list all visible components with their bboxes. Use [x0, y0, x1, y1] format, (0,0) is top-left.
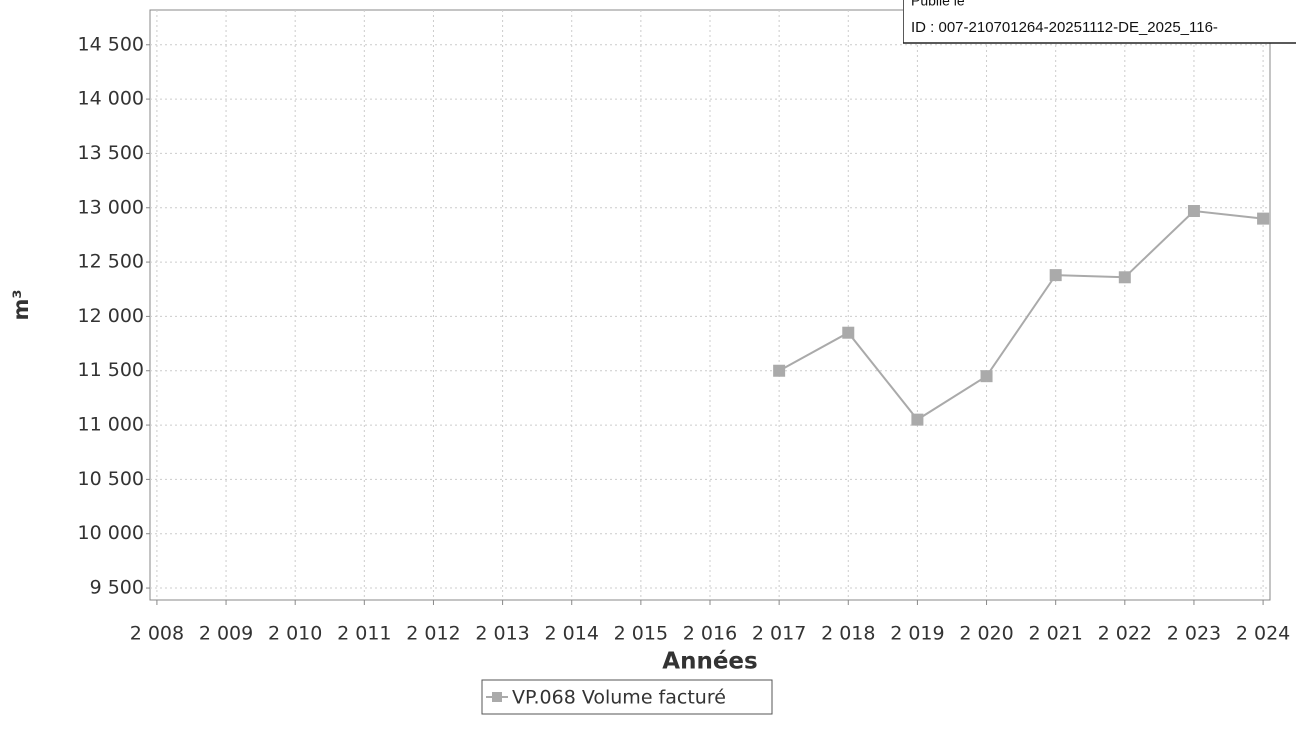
- series-line: [778, 209, 1264, 421]
- x-tick-label: 2 015: [614, 623, 668, 645]
- stamp-line: ID : 007-210701264-20251112-DE_2025_116-: [911, 19, 1218, 36]
- point: [1257, 212, 1270, 225]
- x-tick-label: 2 017: [752, 623, 806, 645]
- x-tick-label: 2 024: [1236, 623, 1290, 645]
- x-tick-label: 2 014: [545, 623, 599, 645]
- y-tick-label: 11 000: [78, 414, 144, 436]
- y-tick-label: 13 500: [78, 142, 144, 164]
- point: [1049, 269, 1062, 282]
- stamp: Publié le ID : 007-210701264-20251112-DE_…: [903, 0, 1296, 44]
- y-tick-label: 14 500: [78, 33, 144, 55]
- x-tick-label: 2 020: [959, 623, 1013, 645]
- x-tick-label: 2 019: [890, 623, 944, 645]
- point: [911, 413, 924, 426]
- y-axis-label: m³: [9, 289, 33, 320]
- point: [773, 364, 786, 377]
- x-axis-label: Années: [662, 649, 757, 675]
- x-tick-label: 2 012: [406, 623, 460, 645]
- x-tick-label: 2 018: [821, 623, 875, 645]
- x-tick-label: 2 008: [130, 623, 184, 645]
- y-tick-label: 13 000: [78, 196, 144, 218]
- point: [842, 326, 855, 339]
- x-tick-label: 2 010: [268, 623, 322, 645]
- x-tick-label: 2 009: [199, 623, 253, 645]
- y-tick-label: 12 500: [78, 251, 144, 273]
- y-tick-label: 10 000: [78, 522, 144, 544]
- y-tick-label: 10 500: [78, 468, 144, 490]
- stamp-box: [903, 0, 1296, 44]
- legend-label: VP.068 Volume facturé: [512, 687, 726, 709]
- x-tick-label: 2 023: [1167, 623, 1221, 645]
- x-tick-label: 2 021: [1028, 623, 1082, 645]
- y-tick-label: 9 500: [90, 577, 144, 599]
- x-tick-label: 2 016: [683, 623, 737, 645]
- x-tick-label: 2 011: [337, 623, 391, 645]
- y-tick-label: 11 500: [78, 359, 144, 381]
- point: [980, 370, 993, 383]
- point: [1118, 271, 1131, 284]
- y-tick-label: 12 000: [78, 305, 144, 327]
- legend-box: [481, 679, 773, 715]
- legend-swatch: [492, 692, 502, 702]
- x-tick-label: 2 022: [1098, 623, 1152, 645]
- point: [1187, 205, 1200, 218]
- x-tick-label: 2 013: [475, 623, 529, 645]
- y-tick-label: 14 000: [78, 88, 144, 110]
- stamp-line: Publié le: [911, 0, 965, 9]
